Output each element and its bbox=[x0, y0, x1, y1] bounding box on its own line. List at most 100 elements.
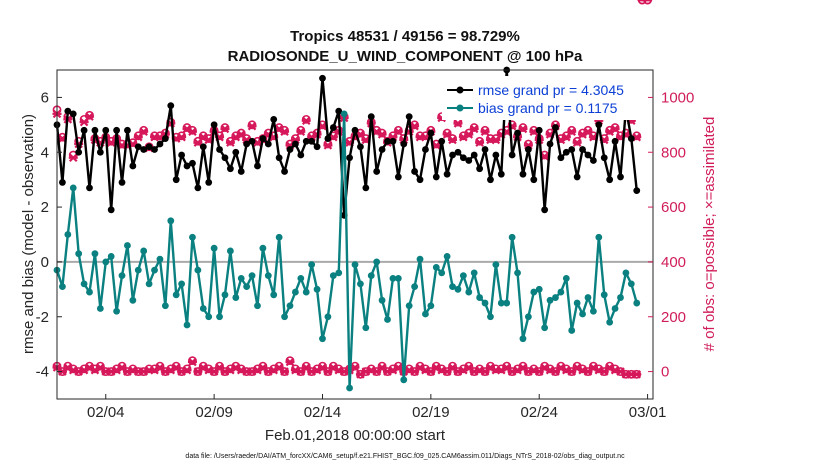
obs-assimilated-marker bbox=[475, 138, 485, 147]
rmse-point bbox=[96, 148, 104, 156]
bias-point bbox=[427, 302, 435, 310]
rmse-point bbox=[91, 126, 99, 134]
bias-point bbox=[487, 313, 494, 321]
rmse-point bbox=[405, 113, 413, 121]
rmse-point bbox=[156, 140, 164, 148]
plot-layer bbox=[52, 0, 653, 392]
rmse-point bbox=[562, 148, 570, 156]
bias-point bbox=[205, 313, 213, 321]
rmse-point bbox=[183, 162, 191, 170]
bias-point bbox=[172, 291, 180, 299]
rmse-point bbox=[237, 168, 245, 175]
bias-point bbox=[210, 244, 218, 252]
rmse-point bbox=[470, 151, 478, 159]
rmse-point bbox=[384, 137, 391, 145]
x-tick-label: 02/24 bbox=[520, 404, 558, 421]
rmse-point bbox=[118, 179, 126, 186]
bias-point bbox=[530, 288, 538, 296]
bias-point bbox=[80, 280, 88, 288]
rmse-point bbox=[627, 135, 635, 142]
obs-possible-low-marker bbox=[215, 361, 224, 371]
rmse-point bbox=[438, 137, 446, 145]
bias-point bbox=[270, 291, 278, 299]
obs-assimilated-marker bbox=[518, 124, 528, 134]
rmse-point bbox=[243, 140, 251, 148]
bias-point bbox=[573, 299, 581, 307]
obs-assimilated-low-marker bbox=[280, 367, 290, 376]
bias-point bbox=[189, 233, 196, 241]
bias-point bbox=[476, 294, 484, 301]
bias-point bbox=[59, 283, 66, 290]
bias-point bbox=[124, 242, 131, 249]
rmse-point bbox=[216, 146, 223, 153]
obs-possible-low-marker bbox=[301, 361, 311, 371]
rmse-point bbox=[514, 129, 521, 137]
rmse-point bbox=[297, 151, 305, 159]
bias-point bbox=[378, 296, 386, 304]
rmse-point bbox=[357, 143, 364, 151]
obs-possible-low-marker bbox=[182, 364, 192, 374]
bias-point bbox=[362, 324, 370, 332]
obs-possible-marker bbox=[518, 123, 528, 132]
obs-assimilated-low-marker bbox=[182, 365, 192, 375]
bias-point bbox=[232, 294, 240, 301]
rmse-point bbox=[524, 146, 532, 153]
bias-point bbox=[357, 280, 364, 288]
obs-assimilated-marker bbox=[220, 124, 230, 134]
y-right-tick-label: 800 bbox=[661, 144, 686, 161]
bias-point bbox=[156, 255, 164, 263]
obs-possible-marker bbox=[507, 120, 517, 130]
rmse-point bbox=[313, 143, 321, 151]
bias-point bbox=[367, 272, 375, 280]
bias-point bbox=[216, 313, 223, 321]
bias-point bbox=[221, 291, 229, 299]
rmse-point bbox=[541, 206, 549, 214]
rmse-point bbox=[167, 102, 175, 110]
bias-point bbox=[302, 288, 310, 296]
rmse-point bbox=[443, 170, 451, 178]
bias-point bbox=[96, 305, 104, 312]
rmse-point bbox=[270, 115, 278, 123]
bias-point bbox=[113, 307, 120, 315]
rmse-point bbox=[568, 146, 576, 153]
obs-assimilated-marker bbox=[296, 127, 306, 136]
bias-point bbox=[373, 258, 381, 266]
rmse-point bbox=[172, 176, 180, 184]
rmse-point bbox=[59, 179, 66, 186]
rmse-point bbox=[308, 137, 316, 145]
rmse-point bbox=[324, 135, 332, 142]
obs-assimilated-low-marker bbox=[350, 363, 360, 372]
bias-point bbox=[151, 266, 158, 274]
obs-assimilated-marker bbox=[610, 124, 620, 134]
rmse-point bbox=[161, 135, 169, 142]
obs-possible-marker bbox=[572, 136, 582, 146]
rmse-point bbox=[151, 146, 158, 153]
obs-assimilated-low-marker bbox=[187, 357, 197, 367]
obs-possible-low-marker bbox=[117, 361, 127, 371]
obs-possible-marker bbox=[583, 125, 593, 135]
bias-point bbox=[178, 280, 186, 288]
rmse-point bbox=[232, 148, 240, 156]
obs-assimilated-low-marker bbox=[285, 357, 295, 367]
rmse-point bbox=[80, 126, 88, 134]
obs-assimilated-marker bbox=[280, 127, 290, 136]
rmse-point bbox=[351, 126, 359, 134]
rmse-point bbox=[64, 107, 72, 115]
bias-point bbox=[579, 310, 586, 318]
obs-possible-marker bbox=[296, 125, 306, 135]
obs-possible-low-marker bbox=[171, 361, 181, 371]
rmse-point bbox=[302, 137, 310, 145]
bias-point bbox=[465, 288, 473, 296]
bias-point bbox=[64, 231, 72, 238]
rmse-point bbox=[492, 151, 500, 159]
bias-point bbox=[606, 318, 614, 326]
obs-possible-marker bbox=[610, 123, 620, 132]
data-file-footer: data file: /Users/raeder/DAI/ATM_forcXX/… bbox=[185, 453, 625, 460]
bias-point bbox=[134, 266, 142, 274]
rmse-point bbox=[595, 121, 603, 129]
obs-possible-marker bbox=[193, 136, 203, 146]
obs-possible-marker bbox=[561, 131, 571, 141]
rmse-point bbox=[459, 154, 467, 162]
